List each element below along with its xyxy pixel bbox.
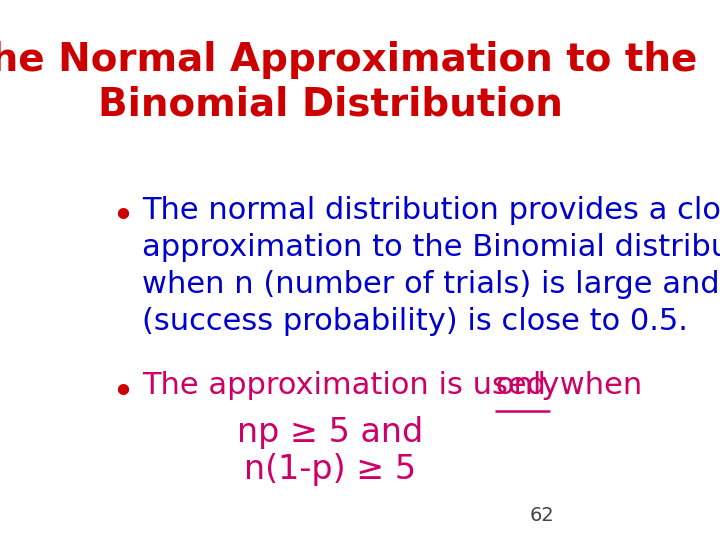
Text: n(1-p) ≥ 5: n(1-p) ≥ 5 xyxy=(244,454,416,487)
Text: when: when xyxy=(551,371,643,400)
Text: 62: 62 xyxy=(530,506,554,525)
Text: •: • xyxy=(111,374,134,411)
Text: np ≥ 5 and: np ≥ 5 and xyxy=(237,416,423,449)
Text: •: • xyxy=(111,198,134,236)
Text: The approximation is used: The approximation is used xyxy=(142,371,556,400)
Text: only: only xyxy=(495,371,560,400)
Text: The Normal Approximation to the
Binomial Distribution: The Normal Approximation to the Binomial… xyxy=(0,42,697,123)
Text: The normal distribution provides a close
approximation to the Binomial distribut: The normal distribution provides a close… xyxy=(142,195,720,336)
